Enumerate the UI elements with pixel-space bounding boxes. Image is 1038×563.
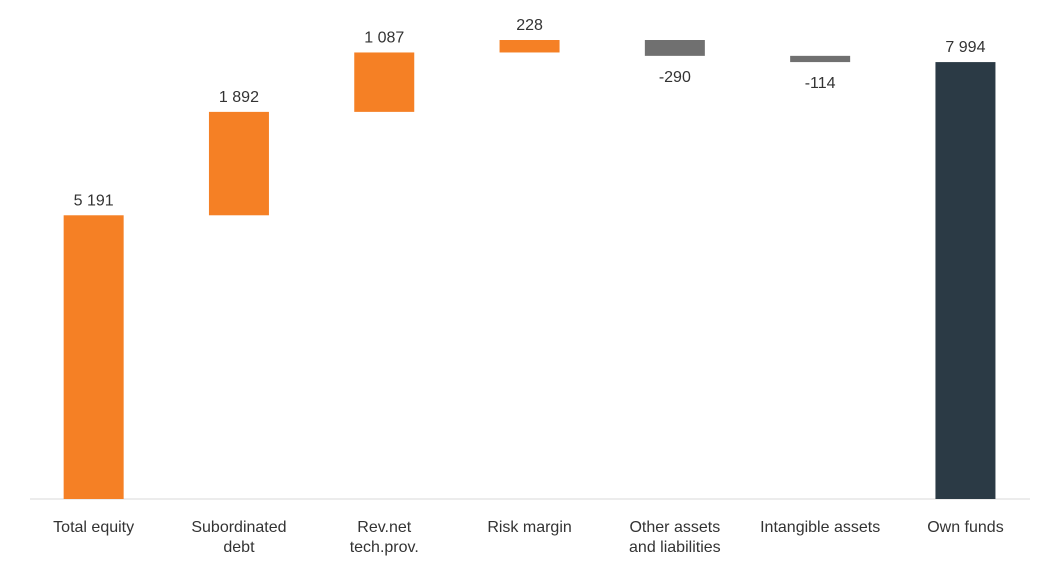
value-label: 5 191 [74, 192, 114, 209]
bar [63, 215, 124, 499]
x-tick-label-line: Own funds [927, 519, 1003, 536]
value-label: 1 087 [364, 29, 404, 46]
x-tick-label-line: Intangible assets [760, 519, 880, 536]
x-tick-label: Risk margin [487, 519, 571, 536]
x-tick-label: Intangible assets [760, 519, 880, 536]
bar [499, 40, 560, 53]
value-label: 7 994 [945, 39, 985, 56]
bar [935, 62, 996, 499]
x-tick-label-line: Rev.net [357, 519, 412, 536]
bar [354, 52, 415, 112]
value-label: -114 [805, 75, 836, 92]
x-tick-label-line: Other assets [629, 519, 720, 536]
bar [644, 40, 705, 56]
x-tick-label-line: debt [223, 539, 255, 556]
x-tick-label: Own funds [927, 519, 1003, 536]
x-tick-label: Total equity [53, 519, 134, 536]
value-label: 1 892 [219, 89, 259, 106]
value-label: 228 [516, 17, 543, 34]
x-tick-label-line: Risk margin [487, 519, 571, 536]
x-tick-label: Rev.net tech.prov. [350, 519, 419, 556]
x-tick-label-line: tech.prov. [350, 539, 419, 556]
value-label: -290 [659, 69, 691, 86]
bar [790, 55, 851, 63]
x-tick-label-line: Subordinated [191, 519, 286, 536]
x-tick-label-line: and liabilities [629, 539, 721, 556]
x-tick-label: Other assets and liabilities [629, 519, 721, 556]
x-tick-label-line: Total equity [53, 519, 134, 536]
bar [208, 111, 269, 216]
x-tick-label: Subordinated debt [191, 519, 286, 556]
